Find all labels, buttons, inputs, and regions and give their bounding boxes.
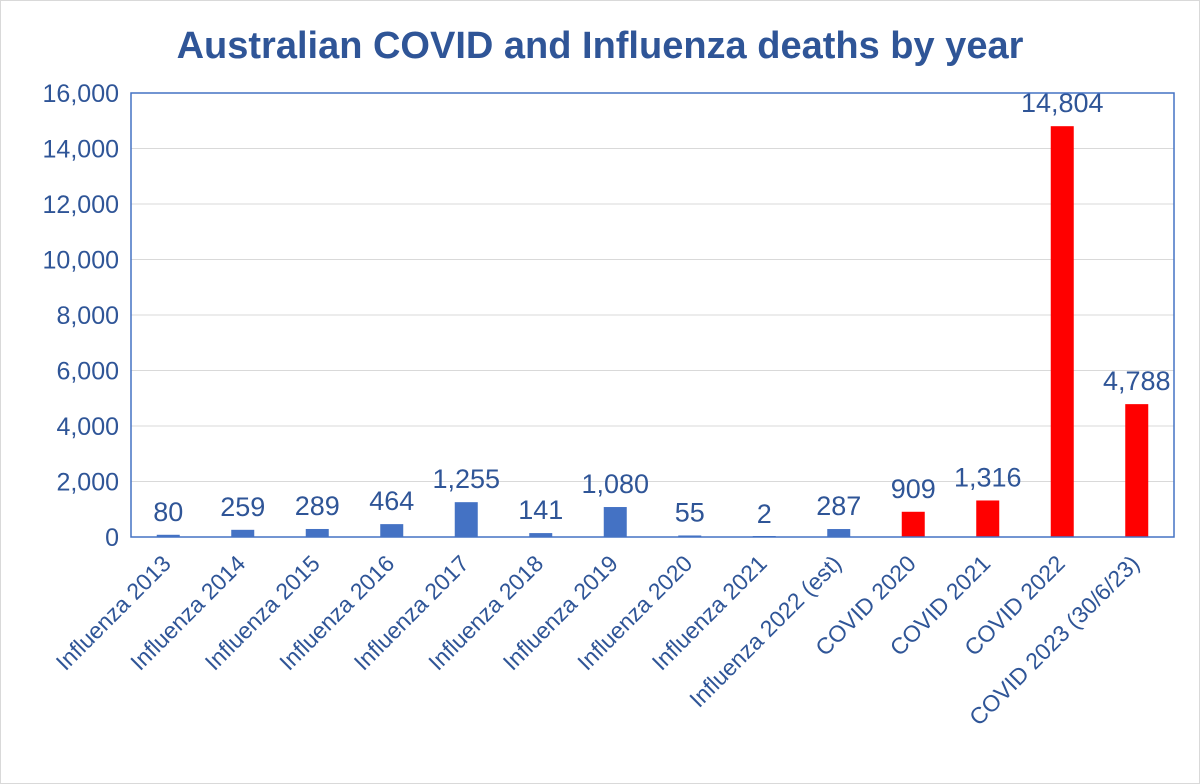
- data-label: 289: [295, 491, 340, 521]
- bar-influenza-2014: [231, 529, 255, 537]
- bar-influenza-2015: [305, 528, 329, 537]
- bar-influenza-2017: [454, 502, 478, 537]
- y-tick-label: 12,000: [43, 191, 119, 219]
- y-tick-label: 0: [105, 524, 119, 552]
- y-tick-label: 4,000: [56, 413, 119, 441]
- data-label: 141: [518, 495, 563, 525]
- data-label: 2: [757, 499, 772, 529]
- bar-covid-2021: [976, 500, 1000, 537]
- bar-covid-2020: [901, 511, 925, 537]
- bar-influenza-2018: [529, 533, 553, 537]
- y-tick-label: 14,000: [43, 136, 119, 164]
- y-axis-ticks: 0 2,000 4,000 6,000 8,000 10,000 12,000 14,000 1…: [43, 80, 119, 552]
- y-tick-label: 16,000: [43, 80, 119, 108]
- y-tick-label: 8,000: [56, 302, 119, 330]
- gridlines: [131, 148, 1174, 482]
- chart-title: Australian COVID and Influenza deaths by…: [177, 25, 1024, 67]
- bar-covid-2023-30-6-23: [1125, 404, 1149, 537]
- data-label: 1,255: [432, 464, 500, 494]
- plot-area-border: [130, 92, 1175, 538]
- data-label: 464: [369, 486, 414, 516]
- data-label: 55: [675, 497, 705, 527]
- y-tick-label: 2,000: [56, 469, 119, 497]
- data-label: 287: [816, 491, 861, 521]
- data-label: 4,788: [1103, 366, 1171, 396]
- y-tick-label: 6,000: [56, 358, 119, 386]
- data-label: 259: [220, 492, 265, 522]
- data-label: 1,080: [581, 469, 649, 499]
- data-label: 1,316: [954, 462, 1022, 492]
- bar-influenza-2016: [380, 524, 404, 537]
- data-label: 909: [891, 474, 936, 504]
- bars: [156, 126, 1149, 538]
- bar-covid-2022: [1050, 126, 1074, 538]
- bar-influenza-2020: [678, 535, 702, 537]
- data-label: 80: [153, 497, 183, 527]
- bar-influenza-2022-est: [827, 529, 851, 537]
- y-tick-label: 10,000: [43, 247, 119, 275]
- bar-influenza-2019: [603, 507, 627, 537]
- bar-influenza-2013: [156, 534, 180, 537]
